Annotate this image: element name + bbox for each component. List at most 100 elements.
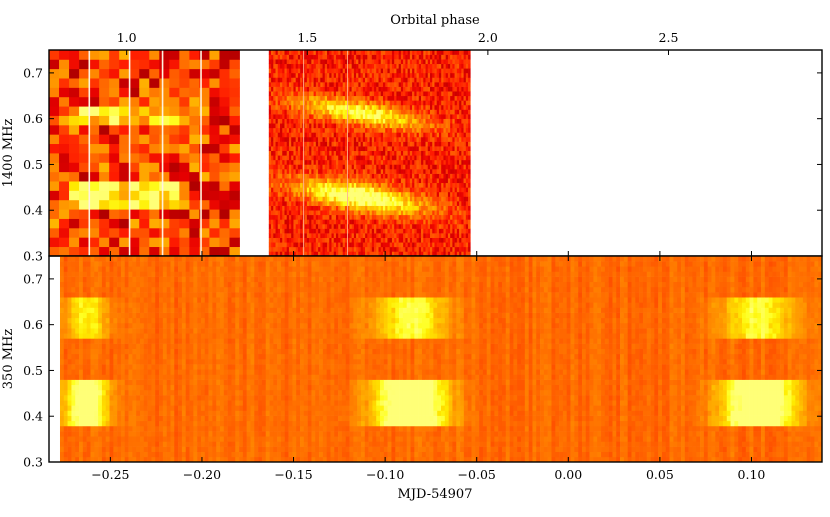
- top-heatmap-cell: [432, 105, 435, 110]
- top-heatmap-cell: [434, 50, 437, 55]
- top-heatmap-cell: [459, 215, 462, 220]
- top-heatmap-cell: [419, 77, 422, 82]
- top-heatmap-cell: [329, 242, 332, 247]
- top-heatmap-cell: [49, 162, 59, 172]
- top-heatmap-cell: [450, 164, 453, 169]
- top-heatmap-cell: [229, 59, 239, 69]
- top-heatmap-cell: [428, 187, 431, 192]
- top-heatmap-cell: [439, 229, 442, 234]
- top-heatmap-cell: [387, 73, 390, 78]
- bottom-heatmap-cell: [75, 256, 79, 261]
- bottom-heatmap-cell: [90, 447, 94, 452]
- top-heatmap-cell: [372, 142, 375, 147]
- top-heatmap-cell: [79, 172, 89, 182]
- top-heatmap-cell: [298, 229, 301, 234]
- top-heatmap-cell: [361, 201, 364, 206]
- top-heatmap-cell: [448, 142, 451, 147]
- top-heatmap-cell: [269, 55, 272, 60]
- top-heatmap-cell: [367, 196, 370, 201]
- top-heatmap-cell: [459, 105, 462, 110]
- top-heatmap-cell: [428, 68, 431, 73]
- top-heatmap-cell: [363, 96, 366, 101]
- top-heatmap-cell: [273, 206, 276, 211]
- top-heatmap-cell: [316, 183, 319, 188]
- top-heatmap-cell: [311, 155, 314, 160]
- top-heatmap-cell: [273, 224, 276, 229]
- top-heatmap-cell: [345, 192, 348, 197]
- top-heatmap-cell: [434, 174, 437, 179]
- top-heatmap-cell: [332, 82, 335, 87]
- top-heatmap-cell: [109, 209, 119, 219]
- top-heatmap-cell: [278, 164, 281, 169]
- top-heatmap-cell: [325, 178, 328, 183]
- top-heatmap-cell: [179, 153, 189, 163]
- top-heatmap-cell: [459, 137, 462, 142]
- top-heatmap-cell: [354, 82, 357, 87]
- top-heatmap-cell: [379, 55, 382, 60]
- top-heatmap-cell: [139, 125, 149, 135]
- top-heatmap-cell: [376, 247, 379, 252]
- top-heatmap-cell: [432, 91, 435, 96]
- bottom-heatmap-cell: [79, 359, 83, 364]
- bottom-heatmap-cell: [64, 318, 68, 323]
- top-heatmap-cell: [385, 142, 388, 147]
- top-heatmap-cell: [276, 132, 279, 137]
- top-heatmap-cell: [405, 224, 408, 229]
- top-heatmap-cell: [426, 137, 429, 142]
- top-heatmap-cell: [291, 242, 294, 247]
- bottom-heatmap-cell: [75, 380, 79, 385]
- top-heatmap-cell: [282, 174, 285, 179]
- top-heatmap-cell: [229, 247, 239, 257]
- top-heatmap-cell: [356, 50, 359, 55]
- top-heatmap-cell: [307, 155, 310, 160]
- bottom-heatmap-cell: [83, 359, 87, 364]
- top-heatmap-cell: [329, 114, 332, 119]
- top-heatmap-cell: [358, 77, 361, 82]
- top-heatmap-cell: [428, 224, 431, 229]
- top-heatmap-cell: [316, 110, 319, 115]
- top-heatmap-cell: [332, 59, 335, 64]
- top-heatmap-cell: [441, 210, 444, 215]
- top-heatmap-cell: [189, 190, 199, 200]
- top-heatmap-cell: [390, 50, 393, 55]
- bottom-heatmap-cell: [68, 349, 72, 354]
- top-heatmap-cell: [340, 105, 343, 110]
- top-heatmap-cell: [464, 238, 467, 243]
- top-heatmap-cell: [318, 64, 321, 69]
- top-heatmap-cell: [291, 192, 294, 197]
- top-heatmap-cell: [455, 110, 458, 115]
- top-heatmap-cell: [396, 91, 399, 96]
- top-heatmap-cell: [79, 219, 89, 229]
- top-heatmap-cell: [370, 91, 373, 96]
- top-heatmap-cell: [354, 110, 357, 115]
- top-heatmap-cell: [434, 206, 437, 211]
- top-heatmap-cell: [370, 82, 373, 87]
- top-heatmap-cell: [59, 59, 69, 69]
- top-heatmap-cell: [446, 87, 449, 92]
- bottom-heatmap-cell: [60, 390, 64, 395]
- top-heatmap-cell: [408, 192, 411, 197]
- top-heatmap-cell: [372, 233, 375, 238]
- top-heatmap-cell: [169, 200, 179, 210]
- top-heatmap-cell: [287, 233, 290, 238]
- bottom-heatmap-cell: [83, 395, 87, 400]
- bottom-heatmap-cell: [94, 354, 98, 359]
- top-heatmap-cell: [387, 169, 390, 174]
- top-heatmap-cell: [408, 142, 411, 147]
- top-heatmap-cell: [363, 155, 366, 160]
- y-tick-label: 0.3: [23, 249, 43, 264]
- top-heatmap-cell: [340, 160, 343, 165]
- top-heatmap-cell: [446, 59, 449, 64]
- bottom-heatmap-cell: [98, 277, 102, 282]
- top-heatmap-cell: [280, 229, 283, 234]
- top-heatmap-cell: [336, 247, 339, 252]
- top-heatmap-cell: [358, 91, 361, 96]
- top-heatmap-cell: [352, 187, 355, 192]
- top-heatmap-cell: [352, 132, 355, 137]
- top-heatmap-cell: [219, 69, 229, 79]
- top-heatmap-cell: [394, 114, 397, 119]
- top-heatmap-cell: [410, 73, 413, 78]
- top-heatmap-cell: [318, 151, 321, 156]
- top-heatmap-cell: [345, 132, 348, 137]
- top-heatmap-cell: [385, 247, 388, 252]
